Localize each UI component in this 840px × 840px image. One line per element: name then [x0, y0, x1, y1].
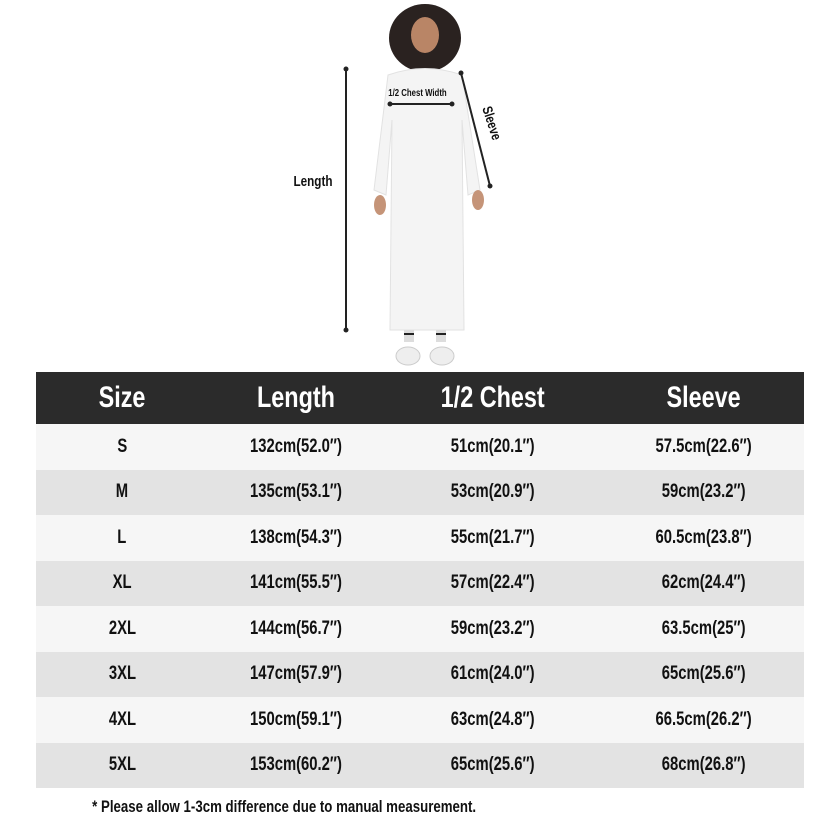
cell-chest: 59cm(23.2″) [451, 617, 535, 639]
cell-chest: 63cm(24.8″) [451, 708, 535, 730]
cell-chest: 53cm(20.9″) [451, 481, 535, 503]
table-row: M 135cm(53.1″) 53cm(20.9″) 59cm(23.2″) [36, 469, 804, 515]
table-row: 2XL 144cm(56.7″) 59cm(23.2″) 63.5cm(25″) [36, 606, 804, 652]
cell-size: L [117, 526, 127, 548]
cell-length: 150cm(59.1″) [249, 708, 342, 730]
header-sleeve: Sleeve [666, 381, 741, 414]
length-label: Length [293, 173, 333, 190]
cell-chest: 61cm(24.0″) [451, 663, 535, 685]
cell-sleeve: 60.5cm(23.8″) [655, 526, 752, 548]
model-figure: Length 1/2 Chest Width Sleeve [280, 0, 520, 370]
cell-size: XL [112, 572, 132, 594]
cell-length: 147cm(57.9″) [249, 663, 342, 685]
table-row: 3XL 147cm(57.9″) 61cm(24.0″) 65cm(25.6″) [36, 651, 804, 697]
header-size: Size [98, 381, 146, 414]
cell-size: 5XL [108, 754, 136, 776]
table-row: 5XL 153cm(60.2″) 65cm(25.6″) 68cm(26.8″) [36, 742, 804, 788]
cell-sleeve: 63.5cm(25″) [661, 617, 746, 639]
cell-length: 144cm(56.7″) [249, 617, 342, 639]
table-row: L 138cm(54.3″) 55cm(21.7″) 60.5cm(23.8″) [36, 515, 804, 561]
cell-length: 138cm(54.3″) [249, 526, 342, 548]
cell-length: 141cm(55.5″) [249, 572, 342, 594]
cell-size: 3XL [108, 663, 136, 685]
chest-measure-line [387, 101, 455, 107]
size-table: Size Length 1/2 Chest Sleeve S 132cm(52.0… [36, 372, 804, 788]
header-length: Length [256, 381, 335, 414]
cell-chest: 51cm(20.1″) [451, 435, 535, 457]
cell-chest: 65cm(25.6″) [451, 754, 535, 776]
cell-sleeve: 59cm(23.2″) [661, 481, 746, 503]
cell-sleeve: 65cm(25.6″) [661, 663, 746, 685]
cell-length: 153cm(60.2″) [249, 754, 342, 776]
cell-length: 135cm(53.1″) [249, 481, 342, 503]
model-illustration [343, 4, 493, 366]
cell-chest: 57cm(22.4″) [451, 572, 535, 594]
cell-size: 4XL [108, 708, 136, 730]
cell-sleeve: 68cm(26.8″) [661, 754, 746, 776]
cell-size: M [115, 481, 129, 503]
sleeve-measure-line [458, 70, 493, 189]
cell-sleeve: 62cm(24.4″) [661, 572, 746, 594]
header-chest: 1/2 Chest [440, 381, 546, 414]
cell-length: 132cm(52.0″) [249, 435, 342, 457]
table-row: XL 141cm(55.5″) 57cm(22.4″) 62cm(24.4″) [36, 560, 804, 606]
cell-chest: 55cm(21.7″) [451, 526, 535, 548]
length-measure-line [343, 66, 349, 333]
cell-sleeve: 57.5cm(22.6″) [655, 435, 752, 457]
cell-size: 2XL [108, 617, 136, 639]
chest-width-label: 1/2 Chest Width [388, 88, 447, 99]
table-row: S 132cm(52.0″) 51cm(20.1″) 57.5cm(22.6″) [36, 424, 804, 470]
table-row: 4XL 150cm(59.1″) 63cm(24.8″) 66.5cm(26.2″) [36, 697, 804, 743]
cell-sleeve: 66.5cm(26.2″) [655, 708, 752, 730]
cell-size: S [117, 435, 127, 457]
table-header: Size Length 1/2 Chest Sleeve [36, 372, 804, 424]
footnote: * Please allow 1-3cm difference due to m… [92, 797, 477, 816]
